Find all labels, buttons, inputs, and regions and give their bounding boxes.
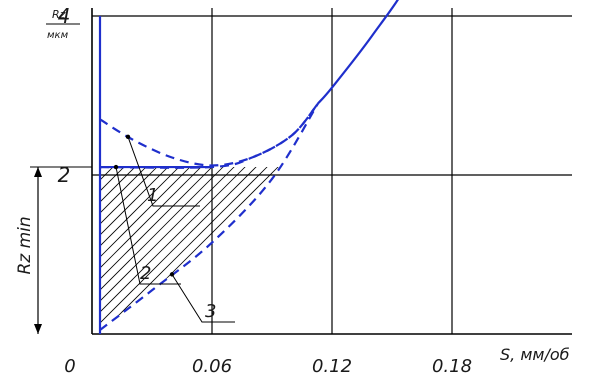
hatch-line xyxy=(486,164,595,344)
grid xyxy=(91,8,572,335)
hatch-line xyxy=(100,167,282,334)
y-tick-label: 2 xyxy=(58,163,71,187)
y-axis-label-top: Rz xyxy=(52,8,66,21)
hatch-line xyxy=(166,167,282,334)
leader-line-3 xyxy=(171,274,235,323)
hatch-line xyxy=(288,164,468,344)
series-label-2: 2 xyxy=(140,263,151,284)
hatch-line xyxy=(100,167,194,334)
hatch-line xyxy=(100,167,161,334)
y-tick-label: 4 xyxy=(58,4,71,28)
series-line-3 xyxy=(99,102,319,331)
hatch-line xyxy=(111,167,282,334)
hatch-line xyxy=(343,164,523,344)
hatch-line xyxy=(265,167,282,334)
hatch-line xyxy=(387,164,567,344)
hatch-line xyxy=(100,167,238,334)
hatch-line xyxy=(310,164,490,344)
annotations: 1 2 3 Rz min xyxy=(15,134,235,334)
hatch-line xyxy=(376,164,556,344)
hatched-region xyxy=(0,164,595,344)
dimension-arrow-down-icon xyxy=(34,324,42,334)
hatch-line xyxy=(365,164,545,344)
x-tick-label: 0.06 xyxy=(192,356,232,377)
hatch-line xyxy=(210,167,282,334)
hatch-line xyxy=(453,164,595,344)
hatch-line xyxy=(243,167,282,334)
leader-line-1 xyxy=(127,136,200,207)
curves xyxy=(98,0,399,334)
hatch-line xyxy=(144,167,282,334)
hatch-line xyxy=(254,167,282,334)
leader-line-2 xyxy=(115,166,181,285)
series-label-3: 3 xyxy=(205,301,216,322)
hatch-line xyxy=(199,167,282,334)
hatch-line xyxy=(431,164,595,344)
hatch-line xyxy=(100,167,216,334)
hatch-line xyxy=(332,164,512,344)
x-tick-label: 0.18 xyxy=(432,356,472,377)
tick-labels: 24600.060.120.18 xyxy=(58,4,472,377)
hatch-line xyxy=(100,167,249,334)
hatch-line xyxy=(232,167,282,334)
hatch-line xyxy=(155,167,282,334)
hatch-line xyxy=(464,164,595,344)
hatch-line xyxy=(0,164,83,344)
hatch-line xyxy=(100,167,139,334)
hatch-line xyxy=(100,167,172,334)
hatch-line xyxy=(321,164,501,344)
hatch-line xyxy=(133,167,282,334)
hatch-line xyxy=(442,164,595,344)
dimension-arrow-up-icon xyxy=(34,167,42,178)
hatch-line xyxy=(0,164,72,344)
hatch-line xyxy=(409,164,589,344)
y-axis-label-bottom: мкм xyxy=(47,30,69,41)
hatch-line xyxy=(100,167,260,334)
x-tick-label: 0.12 xyxy=(312,356,352,377)
hatch-line xyxy=(100,167,150,334)
hatch-line xyxy=(100,167,205,334)
series-line-2 xyxy=(99,102,319,169)
hatch-line xyxy=(475,164,595,344)
hatch-line xyxy=(420,164,595,344)
x-tick-label: 0 xyxy=(64,356,75,377)
hatch-line xyxy=(100,167,271,334)
hatch-line xyxy=(398,164,578,344)
hatch-line xyxy=(354,164,534,344)
hatch-line xyxy=(276,167,282,334)
hatch-line xyxy=(100,167,183,334)
rz-min-label: Rz min xyxy=(15,216,35,274)
x-axis-label: S, мм/об xyxy=(500,345,570,364)
series-label-1: 1 xyxy=(147,185,158,206)
hatch-line xyxy=(100,167,227,334)
hatch-line xyxy=(221,167,282,334)
series-line-1 xyxy=(99,102,319,167)
series-line-main xyxy=(317,0,399,105)
